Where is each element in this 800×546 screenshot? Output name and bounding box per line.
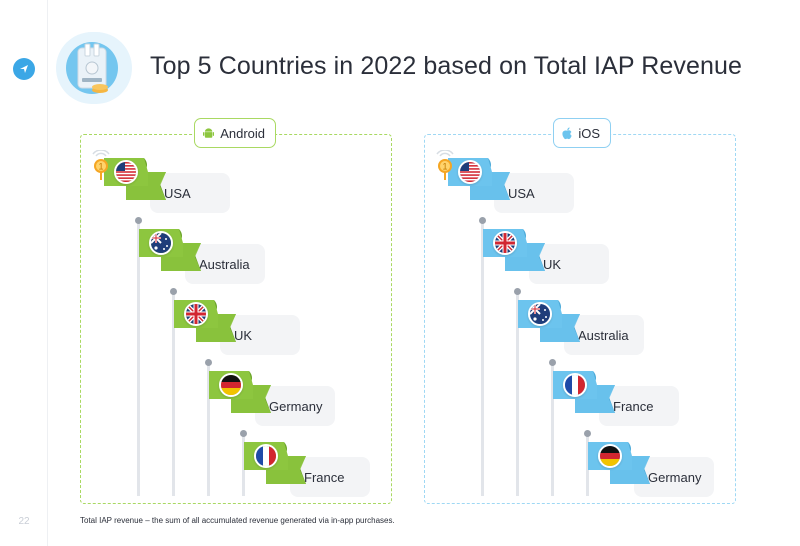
hero-illustration — [56, 32, 132, 104]
flag-pole — [586, 436, 589, 496]
flag-pole — [551, 365, 554, 496]
country-label-box: Australia — [564, 315, 644, 355]
footnote: Total IAP revenue – the sum of all accum… — [80, 516, 395, 525]
country-name: Germany — [269, 398, 323, 414]
android-platform-tab: Android — [194, 118, 276, 148]
pole-knob — [205, 359, 212, 366]
first-place-medal-icon: 1 — [90, 149, 112, 180]
pole-knob — [514, 288, 521, 295]
country-name: Germany — [648, 469, 702, 485]
ios-label: iOS — [578, 125, 600, 141]
country-flag-icon — [528, 302, 552, 326]
country-flag-icon — [184, 302, 208, 326]
country-name: UK — [543, 256, 562, 272]
country-flag-icon — [149, 231, 173, 255]
country-name: Australia — [199, 256, 250, 272]
country-name: UK — [234, 327, 253, 343]
country-name: Australia — [578, 327, 629, 343]
medal-rank: 1 — [442, 162, 447, 172]
country-name: France — [304, 469, 345, 485]
apple-icon — [562, 126, 572, 139]
android-label: Android — [220, 125, 265, 141]
flag-pole — [242, 436, 245, 496]
country-name: USA — [164, 185, 191, 201]
pole-knob — [240, 430, 247, 437]
country-flag-icon — [493, 231, 517, 255]
pole-knob — [170, 288, 177, 295]
pole-knob — [135, 217, 142, 224]
smartphone-coins-icon — [77, 43, 108, 93]
country-name: USA — [508, 185, 535, 201]
flag-pole — [516, 294, 519, 496]
country-flag-icon — [598, 444, 622, 468]
pole-knob — [584, 430, 591, 437]
country-flag-icon — [563, 373, 587, 397]
country-flag-icon — [254, 444, 278, 468]
country-flag-icon — [219, 373, 243, 397]
flag-pole — [137, 223, 140, 496]
country-label-box: France — [290, 457, 370, 497]
compass-icon[interactable] — [13, 58, 35, 80]
country-flag-icon — [114, 160, 138, 184]
sidebar: 22 — [0, 0, 48, 546]
page-number: 22 — [18, 516, 30, 527]
medal-rank: 1 — [98, 162, 103, 172]
country-label-box: UK — [220, 315, 300, 355]
flag-pole — [481, 223, 484, 496]
flag-pole — [207, 365, 210, 496]
pole-knob — [549, 359, 556, 366]
ios-platform-tab: iOS — [553, 118, 611, 148]
flag-pole — [172, 294, 175, 496]
country-flag-icon — [458, 160, 482, 184]
page-title: Top 5 Countries in 2022 based on Total I… — [150, 52, 742, 80]
android-icon — [203, 127, 215, 138]
pole-knob — [479, 217, 486, 224]
country-name: France — [613, 398, 654, 414]
first-place-medal-icon: 1 — [434, 149, 456, 180]
